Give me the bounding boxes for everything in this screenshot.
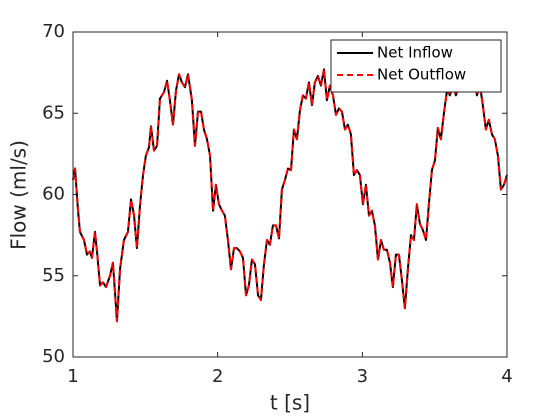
y-tick-label: 55 xyxy=(42,265,65,286)
legend-label: Net Outflow xyxy=(377,66,466,84)
x-tick-label: 2 xyxy=(212,366,223,387)
series-line xyxy=(72,68,508,323)
y-tick-label: 70 xyxy=(42,21,65,42)
legend-box xyxy=(330,39,502,93)
y-tick-label: 60 xyxy=(42,184,65,205)
x-tick-label: 1 xyxy=(67,366,78,387)
x-tick-label: 4 xyxy=(501,366,512,387)
x-tick-label: 3 xyxy=(357,366,368,387)
y-axis-label: Flow (ml/s) xyxy=(7,140,31,250)
y-tick-label: 50 xyxy=(42,346,65,367)
x-axis-label: t [s] xyxy=(270,391,310,415)
y-tick-label: 65 xyxy=(42,102,65,123)
legend-label: Net Inflow xyxy=(377,44,453,62)
axes-box xyxy=(72,31,508,358)
